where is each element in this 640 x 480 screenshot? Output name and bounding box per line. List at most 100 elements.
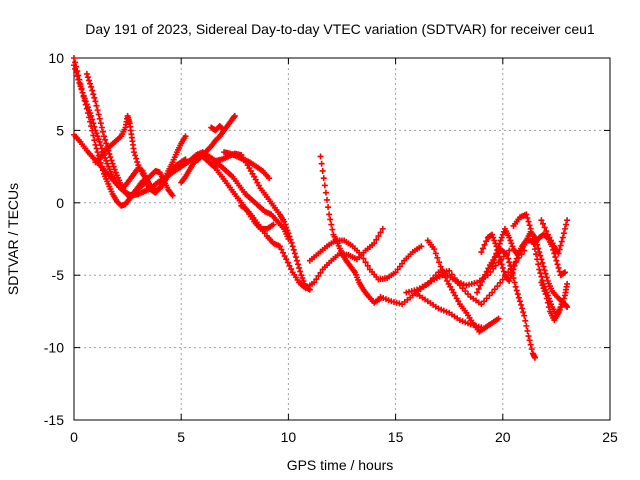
data-point	[481, 241, 488, 248]
data-point	[544, 299, 551, 306]
data-point	[87, 110, 94, 117]
data-point	[71, 55, 77, 61]
data-point	[109, 160, 116, 167]
data-point	[132, 152, 139, 159]
data-point	[478, 249, 485, 256]
data-point	[537, 270, 544, 277]
data-point	[71, 62, 77, 69]
data-point	[436, 259, 443, 266]
data-point	[538, 217, 545, 224]
series-track-13	[317, 153, 384, 306]
data-point	[379, 225, 386, 232]
data-point	[292, 254, 299, 261]
data-point	[94, 149, 101, 156]
data-point	[512, 259, 519, 266]
data-point	[539, 259, 546, 266]
data-point	[543, 274, 550, 281]
data-point	[97, 142, 104, 149]
data-point	[541, 288, 548, 295]
data-point	[283, 256, 290, 263]
data-point	[535, 261, 542, 268]
data-point	[529, 236, 536, 242]
data-point	[278, 246, 285, 253]
data-point	[220, 126, 227, 133]
series-track-18	[414, 291, 485, 331]
data-point	[483, 268, 490, 275]
x-tick-label: 5	[177, 429, 185, 445]
data-point	[299, 275, 306, 282]
data-point	[506, 277, 513, 284]
data-point	[561, 269, 568, 276]
data-point	[538, 273, 545, 280]
data-point	[87, 80, 94, 87]
data-point	[93, 130, 100, 137]
data-point	[498, 261, 505, 268]
data-point	[560, 295, 567, 302]
x-tick-label: 20	[495, 429, 511, 445]
data-point	[564, 280, 571, 287]
data-point	[281, 253, 288, 260]
data-point	[497, 279, 504, 286]
data-point	[285, 230, 292, 237]
data-point	[108, 157, 115, 164]
data-point	[373, 236, 380, 243]
data-point	[520, 309, 527, 316]
data-point	[103, 157, 110, 164]
data-point	[418, 243, 425, 250]
data-point	[485, 265, 492, 272]
data-points	[71, 55, 571, 361]
series-track-23	[538, 217, 571, 257]
data-point	[523, 322, 530, 329]
data-point	[545, 304, 552, 311]
data-point	[496, 254, 503, 261]
data-point	[77, 83, 84, 90]
y-tick-label: -5	[52, 267, 65, 283]
data-point	[493, 243, 500, 250]
y-tick-label: -10	[44, 340, 64, 356]
data-point	[434, 254, 441, 261]
data-point	[93, 145, 100, 152]
data-point	[528, 230, 535, 237]
data-point	[286, 262, 293, 269]
data-point	[103, 140, 110, 147]
data-point	[82, 98, 89, 105]
data-point	[102, 136, 109, 143]
data-point	[102, 154, 109, 161]
data-point	[558, 301, 565, 308]
axis-ticks: 0 5 10 15 20 25 -15 -10 -5 0 5 10	[44, 50, 618, 445]
data-point	[530, 241, 537, 248]
series-track-5	[92, 112, 150, 183]
data-point	[74, 73, 81, 80]
data-point	[293, 257, 300, 264]
data-point	[525, 333, 532, 340]
data-point	[540, 220, 546, 227]
data-point	[477, 282, 484, 289]
data-point	[375, 233, 382, 240]
data-point	[451, 275, 458, 282]
data-point	[516, 298, 523, 305]
chart-title: Day 191 of 2023, Sidereal Day-to-day VTE…	[85, 21, 595, 37]
data-point	[495, 250, 502, 257]
data-point	[326, 211, 333, 218]
data-point	[528, 346, 535, 353]
x-tick-label: 15	[388, 429, 404, 445]
data-point	[522, 317, 529, 324]
data-point	[448, 271, 455, 278]
series-track-4	[83, 70, 189, 201]
data-point	[72, 59, 79, 66]
y-tick-label: 5	[56, 122, 64, 138]
data-point	[509, 243, 516, 250]
series-track-7	[208, 123, 228, 134]
data-point	[73, 69, 80, 76]
data-point	[512, 283, 519, 290]
data-point	[526, 337, 533, 344]
data-point	[297, 268, 304, 275]
data-point	[432, 250, 439, 257]
data-point	[110, 163, 117, 170]
data-point	[78, 86, 85, 93]
data-point	[499, 276, 506, 283]
data-point	[81, 95, 88, 102]
data-point	[521, 312, 528, 319]
data-point	[543, 228, 550, 235]
